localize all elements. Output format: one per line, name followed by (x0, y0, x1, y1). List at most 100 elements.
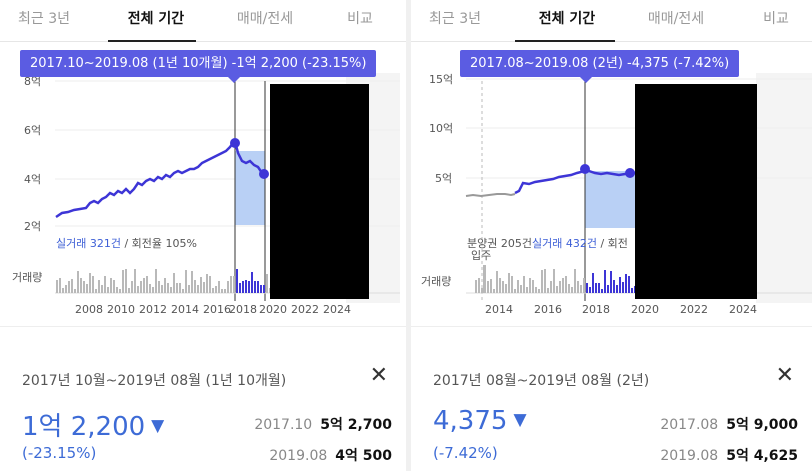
volume-bar (71, 279, 73, 293)
tab-recent-3-years[interactable]: 최근 3년 (18, 11, 70, 27)
tooltip-arrow (228, 77, 240, 83)
x-tick-label: 2014 (171, 303, 199, 316)
tab-recent-3-years[interactable]: 최근 3년 (429, 11, 481, 27)
volume-bar (161, 285, 163, 293)
range-summary: 2017년 08월~2019년 08월 (2년) ✕ 4,375 ▼ (-7.42… (411, 344, 812, 471)
volume-bar (194, 280, 196, 293)
volume-bar (77, 271, 79, 293)
tab-all-period[interactable]: 전체 기간 (127, 11, 185, 27)
volume-bar (547, 288, 549, 293)
volume-bar (478, 278, 480, 293)
y-tick-label: 15억 (429, 73, 453, 86)
x-tick-label: 2024 (729, 303, 757, 316)
volume-bar (475, 280, 477, 293)
summary-change: 4,375 ▼ (433, 406, 527, 436)
volume-bar (143, 278, 145, 293)
trade-count-link[interactable]: 실거래 321건 (56, 237, 121, 250)
volume-bar (95, 289, 97, 293)
volume-bar (260, 285, 262, 293)
change-percent: (-23.15%) (22, 444, 97, 462)
period-tabs: 최근 3년 전체 기간 매매/전세 비교 (411, 0, 812, 42)
volume-bar (158, 281, 160, 293)
volume-bar (212, 288, 214, 293)
start-price-row: 2017.08 5억 9,000 (660, 414, 798, 434)
volume-bar (179, 283, 181, 293)
x-tick-label: 2018 (229, 303, 257, 316)
volume-bar (80, 278, 82, 293)
volume-bar (517, 280, 519, 293)
volume-label: 거래량 (421, 275, 452, 288)
y-tick-label: 4억 (24, 173, 41, 186)
end-price-row: 2019.08 4억 500 (269, 445, 392, 465)
trade-info-label: 분양권 205건실거래 432건 / 회전 (467, 235, 628, 251)
volume-bar (553, 269, 555, 293)
x-tick-label: 2012 (139, 303, 167, 316)
volume-bar (128, 288, 130, 293)
turnover-text: / 회전 (596, 237, 628, 250)
x-tick-label: 2020 (259, 303, 287, 316)
volume-bar (541, 270, 543, 293)
volume-bar (119, 289, 121, 293)
volume-bar (526, 287, 528, 293)
volume-bar (598, 283, 600, 293)
tab-compare[interactable]: 비교 (763, 11, 789, 27)
right-chart-panel: 최근 3년 전체 기간 매매/전세 비교 15억 10억 5억 2014 201… (411, 0, 812, 471)
volume-bar (257, 281, 259, 293)
tab-all-period[interactable]: 전체 기간 (538, 11, 596, 27)
volume-bar (610, 271, 612, 293)
volume-bar (59, 278, 61, 293)
summary-change: 1억 2,200 ▼ (22, 406, 164, 443)
volume-bar (104, 276, 106, 293)
volume-bar (176, 283, 178, 293)
period-tabs: 최근 3년 전체 기간 매매/전세 비교 (0, 0, 406, 42)
selected-range-fill (235, 151, 265, 225)
volume-bar (511, 276, 513, 293)
volume-bar (164, 278, 166, 293)
tab-sale-jeonse[interactable]: 매매/전세 (236, 11, 294, 27)
end-price-row: 2019.08 5억 4,625 (660, 445, 798, 465)
volume-bar (209, 276, 211, 293)
volume-bar (487, 281, 489, 293)
end-date: 2019.08 (660, 448, 719, 464)
x-tick-label: 2022 (680, 303, 708, 316)
volume-bar (146, 276, 148, 293)
price-line (514, 167, 635, 195)
x-tick-label: 2024 (323, 303, 351, 316)
close-icon[interactable]: ✕ (775, 362, 794, 387)
volume-bar (182, 289, 184, 293)
redacted-block (270, 84, 369, 299)
future-shade (756, 73, 812, 303)
volume-bar (613, 280, 615, 293)
tab-sale-jeonse[interactable]: 매매/전세 (647, 11, 705, 27)
volume-bar (200, 277, 202, 293)
volume-bar (227, 281, 229, 293)
volume-bar (245, 280, 247, 293)
volume-bar (532, 280, 534, 293)
x-tick-label: 2014 (485, 303, 513, 316)
volume-bar (107, 287, 109, 293)
volume-bar (110, 278, 112, 293)
section-divider (411, 326, 812, 344)
volume-bar (616, 285, 618, 293)
redacted-block (635, 84, 757, 299)
start-date: 2017.10 (254, 417, 313, 433)
range-tooltip: 2017.10~2019.08 (1년 10개월) -1억 2,200 (-23… (20, 50, 377, 83)
trade-count-link[interactable]: 실거래 432건 (531, 237, 597, 250)
volume-bar (520, 285, 522, 293)
x-tick-label: 2016 (534, 303, 562, 316)
left-chart-panel: 최근 3년 전체 기간 매매/전세 비교 8억 6억 4억 2억 200 (0, 0, 406, 465)
volume-bar (155, 269, 157, 293)
x-tick-label: 2022 (291, 303, 319, 316)
volume-bar (170, 287, 172, 293)
active-tab-underline (515, 40, 615, 42)
volume-bar (113, 280, 115, 293)
volume-bar (496, 271, 498, 293)
volume-bar (523, 276, 525, 293)
volume-bar (62, 288, 64, 293)
tab-compare[interactable]: 비교 (347, 11, 373, 27)
volume-bars (56, 269, 271, 293)
volume-bar (483, 265, 486, 293)
close-icon[interactable]: ✕ (369, 362, 388, 387)
volume-bar (167, 283, 169, 293)
volume-bar (101, 285, 103, 293)
